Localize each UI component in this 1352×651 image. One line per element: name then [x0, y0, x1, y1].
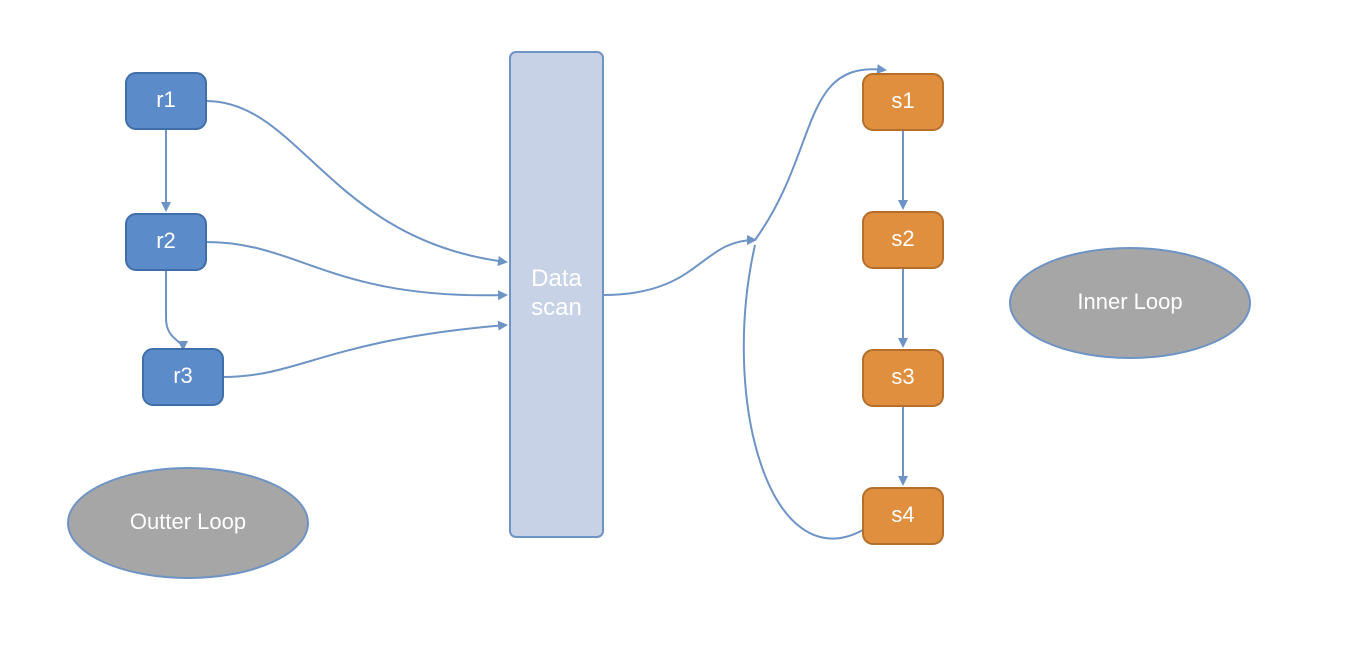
edge-r2-r3	[166, 270, 183, 349]
node-data_scan: Datascan	[510, 52, 603, 537]
node-r1: r1	[126, 73, 206, 129]
node-r2: r2	[126, 214, 206, 270]
ellipse-label-inner: Inner Loop	[1077, 289, 1182, 314]
ellipse-label-outer: Outter Loop	[130, 509, 246, 534]
node-label-s3: s3	[891, 364, 914, 389]
edge-r3-ds	[223, 325, 506, 377]
edge-r2-ds	[206, 242, 506, 295]
node-label-r2: r2	[156, 228, 176, 253]
node-label-r3: r3	[173, 363, 193, 388]
edge-r1-ds	[206, 101, 506, 262]
nodes-layer: r1 r2 r3 Datascan s1 s2 s3 s4	[126, 52, 943, 544]
node-s3: s3	[863, 350, 943, 406]
node-s4: s4	[863, 488, 943, 544]
ellipse-outer: Outter Loop	[68, 468, 308, 578]
edge-loop-back	[744, 245, 863, 539]
node-s1: s1	[863, 74, 943, 130]
node-label-s2: s2	[891, 226, 914, 251]
node-label-r1: r1	[156, 87, 176, 112]
diagram-canvas: r1 r2 r3 Datascan s1 s2 s3 s4 Outter Loop Inner …	[0, 0, 1352, 651]
node-label-data_scan: Datascan	[531, 265, 582, 321]
node-s2: s2	[863, 212, 943, 268]
ellipses-layer: Outter Loop Inner Loop	[68, 248, 1250, 578]
edge-ds-s	[603, 240, 755, 295]
node-label-s4: s4	[891, 502, 914, 527]
ellipse-inner: Inner Loop	[1010, 248, 1250, 358]
node-label-s1: s1	[891, 88, 914, 113]
node-r3: r3	[143, 349, 223, 405]
